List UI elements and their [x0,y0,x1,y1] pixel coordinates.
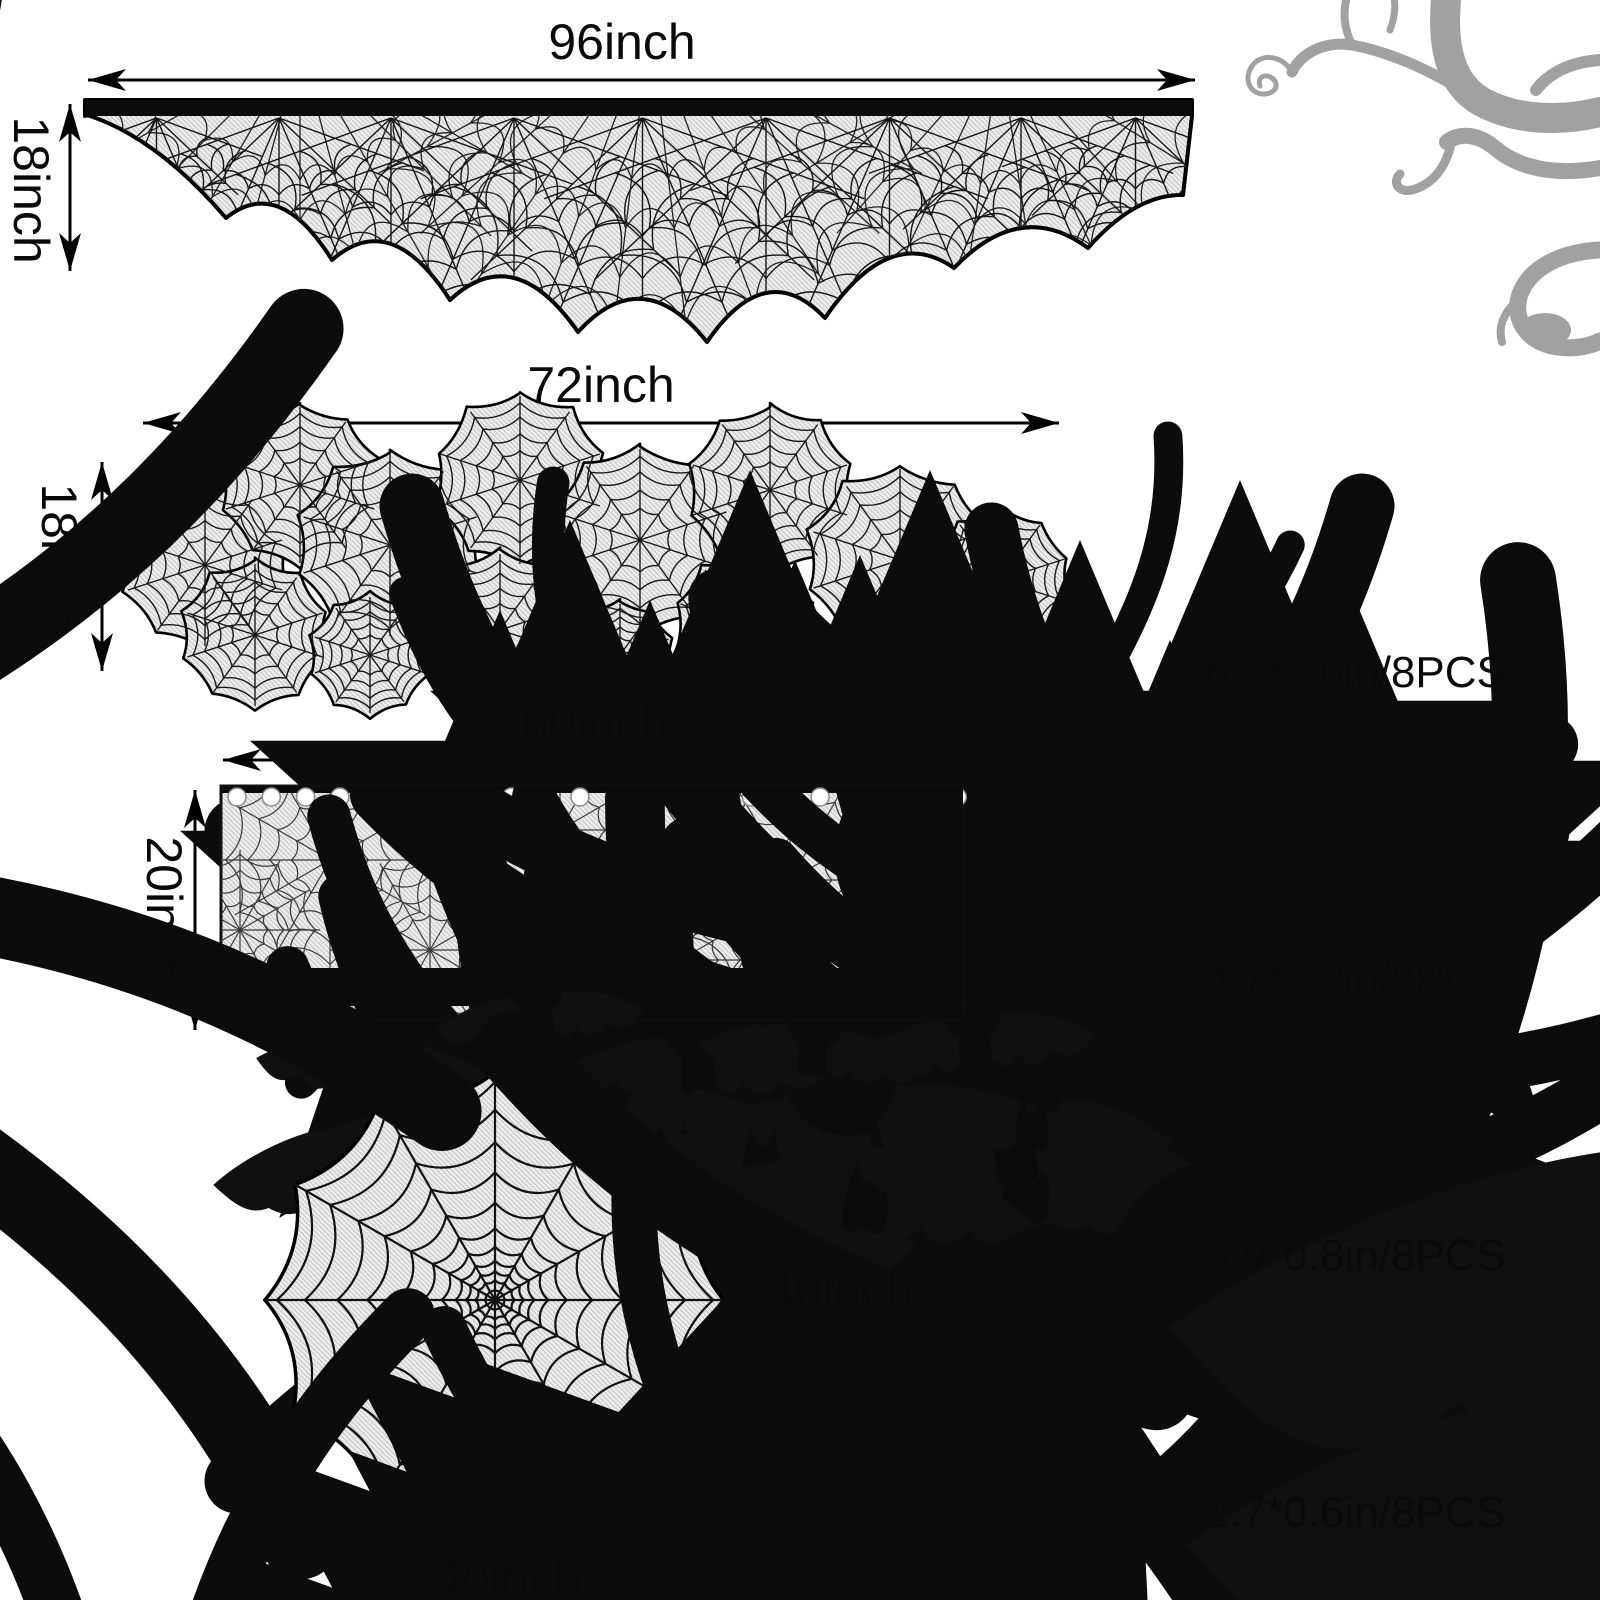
bat-sticker-size-label: 2.7*0.6in/8PCS [1205,1488,1506,1537]
runner-width-label: 72inch [527,357,675,413]
bat-sticker-size-label: 6.3*1.6in/8PCS [1205,648,1506,697]
curtain-width-label: 60inch [521,695,669,751]
round-tablecloth-width-label: 40inch [434,1550,582,1606]
mantel-scarf-figure [83,98,1194,344]
bat-lace-border [208,968,1239,1293]
runner-height-label: 18inch [31,483,87,631]
mantel-width-label: 96inch [548,14,696,70]
bat-sticker-size-label: 3.9*0.8in/8PCS [1205,1231,1506,1280]
tree-branch-icon [1245,0,1600,357]
curtain-panel-figure [208,784,1239,1293]
curtain-height-label: 20inch [136,836,192,984]
round-tablecloth-height-label: 40inch [767,1263,915,1319]
table-runner-figure [121,391,1600,1600]
bat-sticker-size-label: 4.7*1.2in/8PCS [1205,954,1506,1003]
mantel-height-label: 18inch [3,116,59,264]
